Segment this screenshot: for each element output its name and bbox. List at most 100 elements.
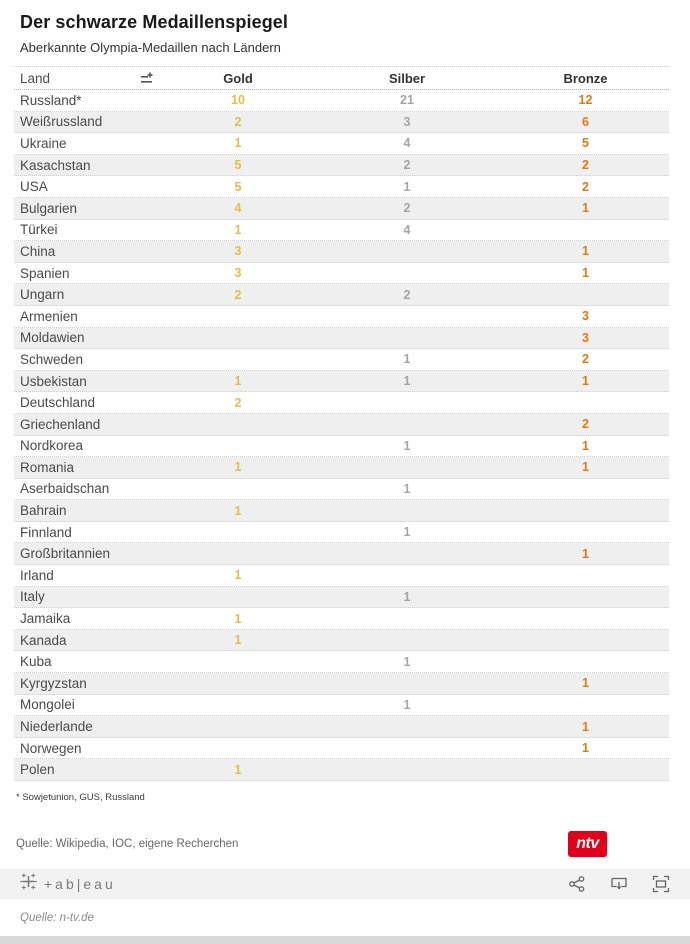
table-row[interactable]: Bahrain 1 [14, 500, 669, 522]
cell-bronze: 2 [582, 158, 589, 173]
cell-gold: 5 [234, 179, 242, 194]
cell-bronze: 5 [582, 136, 589, 151]
table-row[interactable]: Kyrgyzstan 1 [14, 673, 669, 695]
cell-gold: 2 [234, 395, 242, 410]
cell-silber: 1 [403, 481, 411, 496]
table-row[interactable]: China 3 1 [14, 241, 669, 263]
medal-table: Land Gold Silber Bronze Russland* 10 21 … [14, 66, 669, 781]
table-row[interactable]: Nordkorea 1 1 [14, 435, 669, 458]
table-row[interactable]: Finnland 1 [14, 521, 669, 544]
table-row[interactable]: Griechenland 2 [14, 413, 669, 436]
cell-bronze: 1 [582, 741, 589, 756]
cell-bronze: 1 [582, 374, 589, 389]
cell-silber: 1 [403, 589, 411, 604]
cell-land: Weißrussland [20, 114, 103, 130]
cell-silber: 1 [403, 697, 411, 712]
table-row[interactable]: Polen 1 [14, 759, 669, 781]
cell-gold: 5 [234, 158, 242, 173]
table-body: Russland* 10 21 12 Weißrussland 2 3 6 Uk… [14, 90, 669, 781]
ntv-logo-text: ntv [576, 835, 599, 852]
cell-gold: 1 [234, 633, 242, 648]
table-row[interactable]: Ungarn 2 2 [14, 284, 669, 306]
cell-silber: 2 [403, 158, 411, 173]
cell-land: Schweden [20, 351, 84, 367]
share-icon[interactable] [568, 875, 586, 893]
table-row[interactable]: Deutschland 2 [14, 392, 669, 414]
cell-land: Bulgarien [20, 200, 78, 216]
cell-gold: 1 [234, 222, 242, 237]
table-row[interactable]: Kanada 1 [14, 629, 669, 652]
page-subtitle: Aberkannte Olympia-Medaillen nach Länder… [20, 40, 281, 55]
cell-land: Romania [20, 459, 75, 475]
column-header-land[interactable]: Land [14, 71, 164, 86]
cell-land: Großbritannien [20, 546, 111, 562]
table-row[interactable]: Russland* 10 21 12 [14, 90, 669, 112]
cell-land: Griechenland [20, 416, 101, 432]
cell-land: Norwegen [20, 740, 82, 756]
table-row[interactable]: Romania 1 1 [14, 457, 669, 479]
sort-icon[interactable] [140, 72, 154, 85]
column-header-bronze[interactable]: Bronze [563, 70, 608, 86]
cell-gold: 1 [234, 503, 242, 518]
table-row[interactable]: Niederlande 1 [14, 716, 669, 738]
table-row[interactable]: Weißrussland 2 3 6 [14, 111, 669, 134]
cell-silber: 1 [403, 438, 411, 453]
table-row[interactable]: Moldawien 3 [14, 327, 669, 350]
cell-silber: 1 [403, 374, 411, 389]
fullscreen-icon[interactable] [652, 875, 670, 893]
column-header-silber[interactable]: Silber [388, 70, 426, 86]
cell-bronze: 1 [582, 244, 589, 259]
table-row[interactable]: Türkei 1 4 [14, 219, 669, 242]
table-row[interactable]: Mongolei 1 [14, 694, 669, 717]
table-row[interactable]: USA 5 1 2 [14, 176, 669, 198]
cell-bronze: 2 [582, 417, 589, 432]
cell-land: Irland [20, 567, 54, 583]
cell-bronze: 1 [582, 719, 589, 734]
cell-silber: 3 [403, 114, 411, 129]
cell-land: Kyrgyzstan [20, 675, 87, 691]
table-row[interactable]: Norwegen 1 [14, 737, 669, 760]
cell-gold: 10 [231, 93, 245, 108]
table-row[interactable]: Bulgarien 4 2 1 [14, 197, 669, 220]
table-row[interactable]: Italy 1 [14, 586, 669, 609]
cell-land: Spanien [20, 265, 70, 281]
cell-silber: 2 [403, 201, 411, 216]
cell-gold: 4 [234, 201, 242, 216]
cell-bronze: 1 [582, 266, 589, 281]
tableau-logo[interactable]: +ab|eau [20, 873, 116, 895]
table-row[interactable]: Großbritannien 1 [14, 543, 669, 566]
table-row[interactable]: Irland 1 [14, 565, 669, 587]
bottom-strip [0, 936, 690, 944]
table-row[interactable]: Jamaika 1 [14, 608, 669, 630]
cell-land: Ukraine [20, 135, 67, 151]
cell-bronze: 1 [582, 460, 589, 475]
cell-land: Nordkorea [20, 438, 84, 454]
download-icon[interactable] [610, 875, 628, 893]
table-row[interactable]: Usbekistan 1 1 1 [14, 370, 669, 393]
table-header: Land Gold Silber Bronze [14, 67, 669, 90]
cell-land: Ungarn [20, 287, 65, 303]
cell-land: Polen [20, 762, 55, 778]
cell-gold: 1 [234, 460, 242, 475]
table-row[interactable]: Spanien 3 1 [14, 262, 669, 285]
cell-land: Niederlande [20, 719, 93, 735]
column-header-gold[interactable]: Gold [223, 70, 253, 86]
table-row[interactable]: Kuba 1 [14, 651, 669, 674]
cell-gold: 1 [234, 762, 242, 777]
cell-gold: 1 [234, 568, 242, 583]
cell-silber: 1 [403, 179, 411, 194]
table-row[interactable]: Kasachstan 5 2 2 [14, 154, 669, 177]
cell-land: Armenien [20, 308, 78, 324]
tableau-logo-icon [20, 873, 37, 895]
ntv-logo: ntv [568, 831, 607, 857]
cell-gold: 1 [234, 611, 242, 626]
table-row[interactable]: Schweden 1 2 [14, 349, 669, 371]
cell-bronze: 12 [578, 93, 593, 108]
cell-gold: 1 [234, 136, 242, 151]
cell-silber: 4 [403, 136, 411, 151]
table-row[interactable]: Aserbaidschan 1 [14, 478, 669, 501]
cell-land: Bahrain [20, 503, 67, 519]
table-row[interactable]: Ukraine 1 4 5 [14, 133, 669, 155]
cell-silber: 4 [403, 222, 411, 237]
table-row[interactable]: Armenien 3 [14, 305, 669, 328]
